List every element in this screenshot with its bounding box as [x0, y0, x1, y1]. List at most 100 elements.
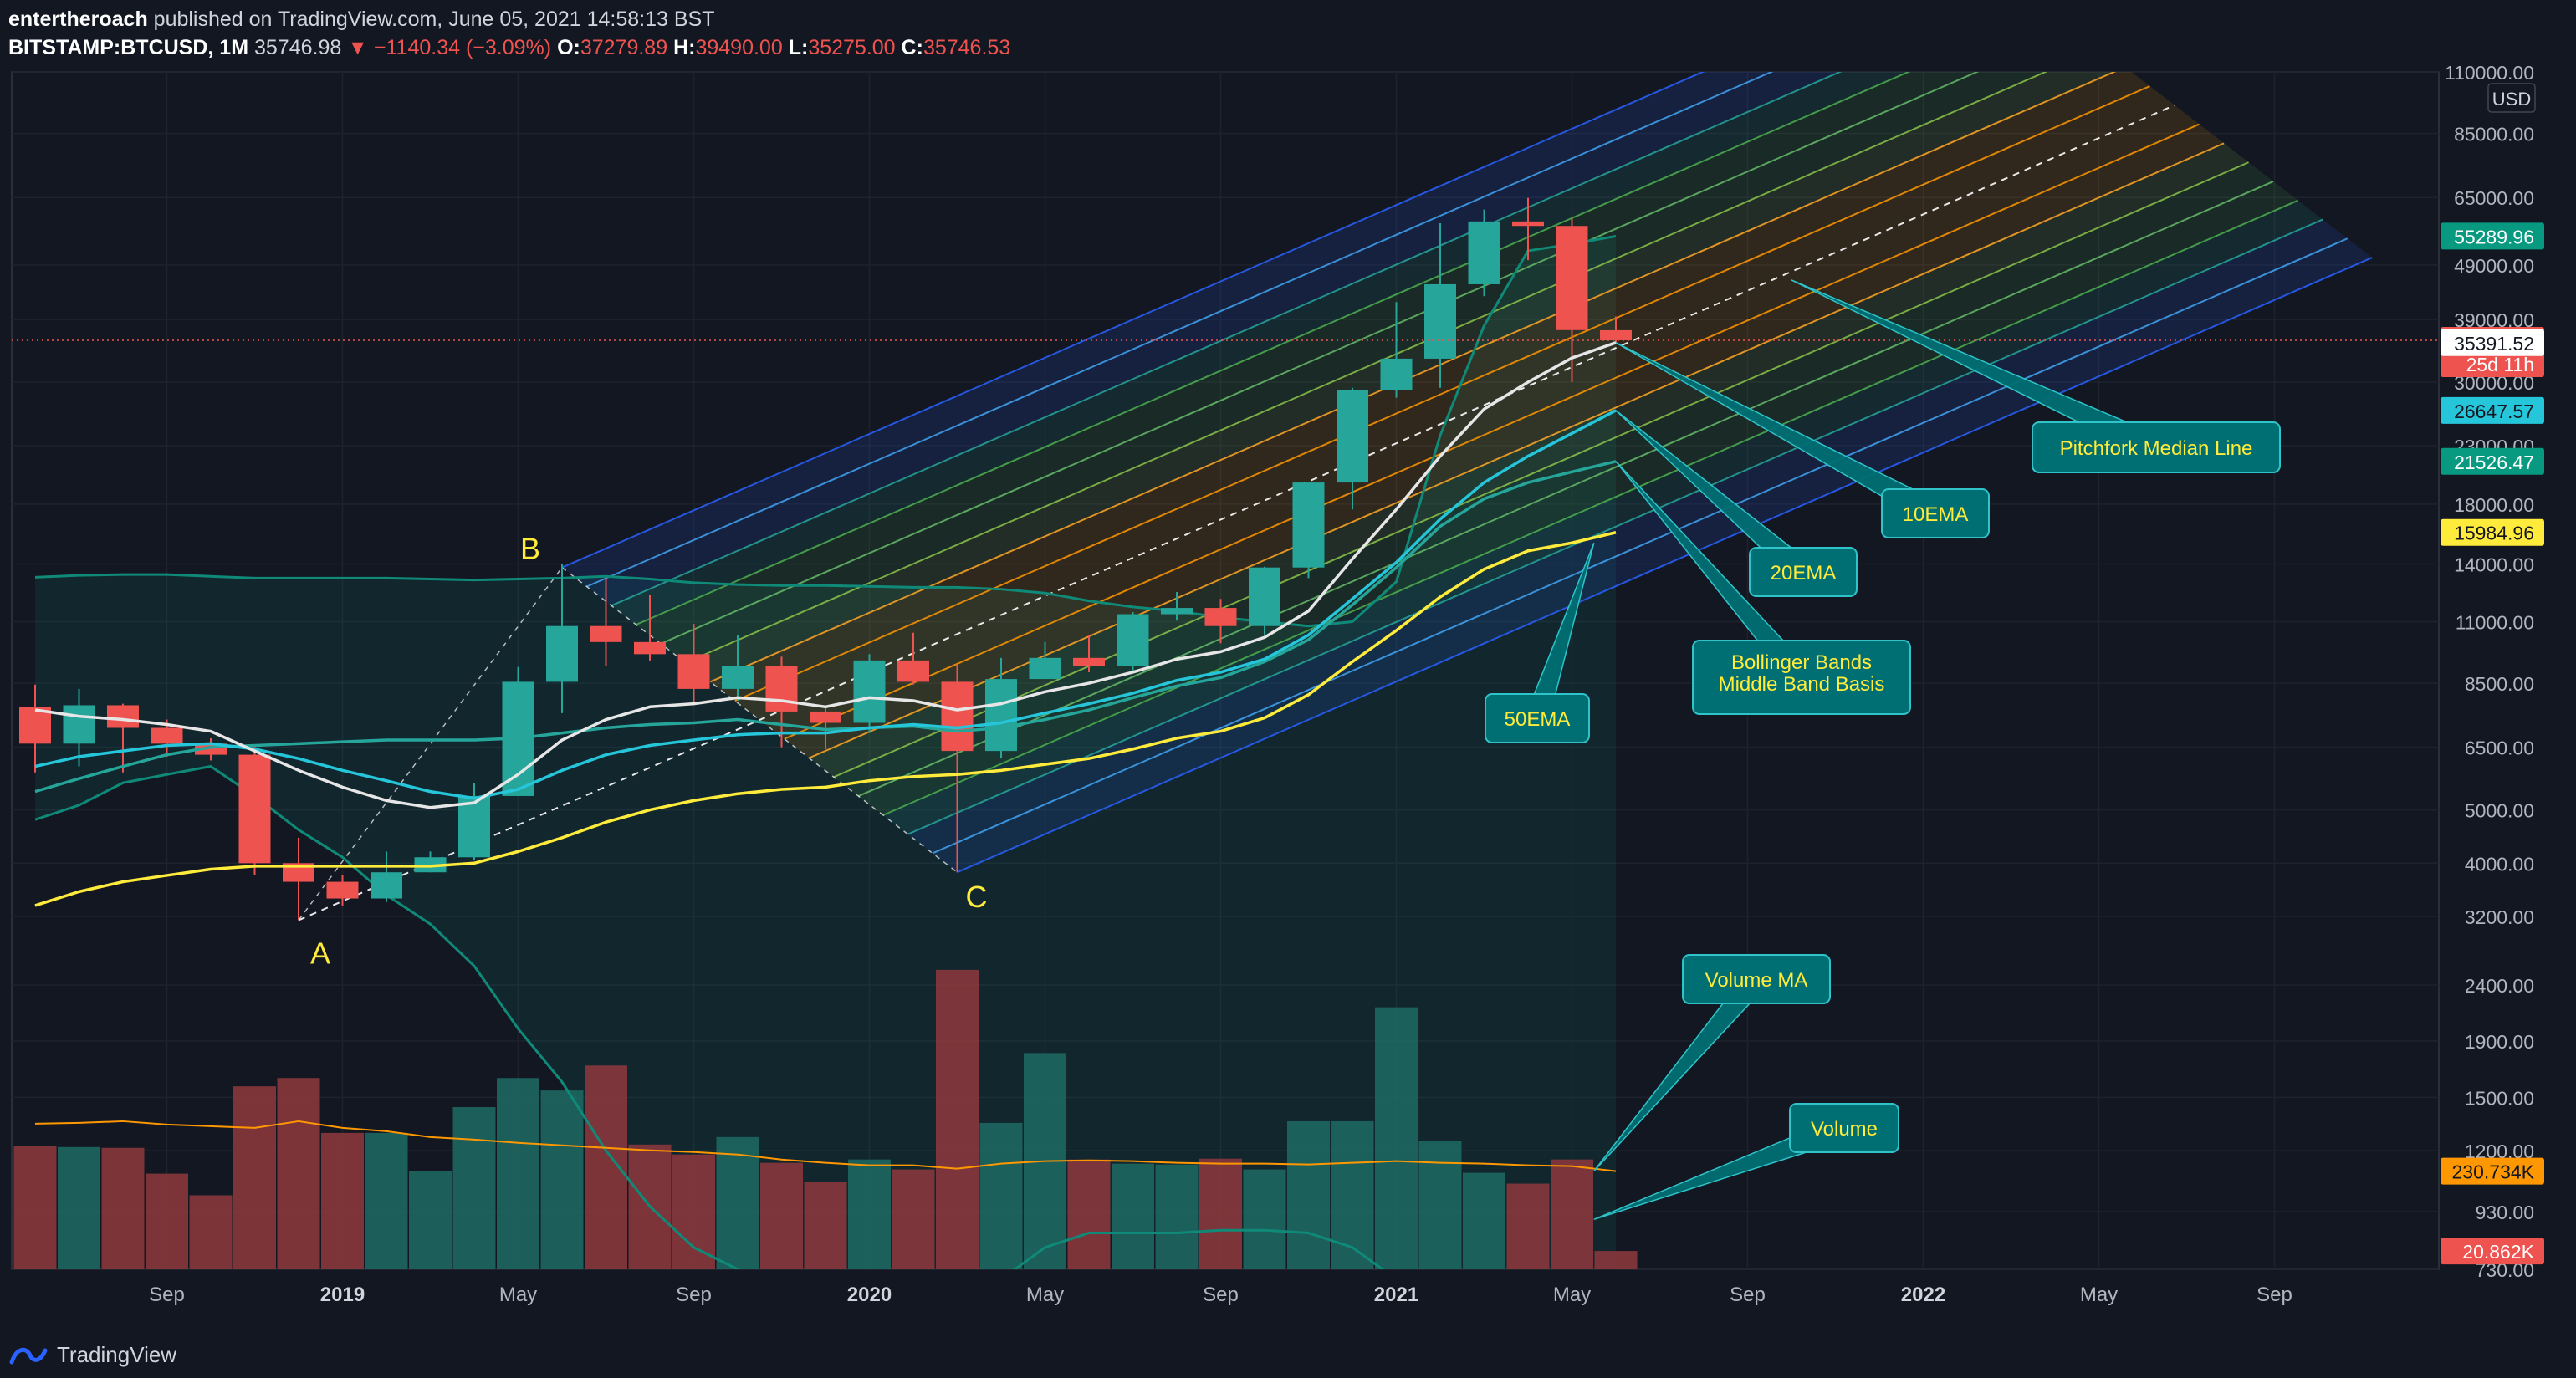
candle[interactable]	[238, 745, 271, 875]
candle[interactable]	[810, 705, 841, 749]
candle[interactable]	[1073, 635, 1105, 672]
candle[interactable]	[283, 837, 314, 921]
volume-bar[interactable]	[1463, 1172, 1505, 1269]
callout-pitchfork-median-line[interactable]: Pitchfork Median Line	[1791, 279, 2281, 473]
candle[interactable]	[590, 578, 622, 666]
ema50-line[interactable]	[34, 531, 1617, 907]
volume-bar[interactable]	[848, 1159, 891, 1269]
volume-ma-line[interactable]	[34, 1120, 1617, 1172]
candle[interactable]	[1600, 316, 1632, 344]
callout-10ema[interactable]: 10EMA	[1615, 342, 1990, 538]
author-name[interactable]: entertheroach	[8, 8, 148, 31]
volume-bar[interactable]	[1375, 1007, 1418, 1269]
candle[interactable]	[853, 654, 886, 733]
time-axis[interactable]: Sep 2019 May Sep 2020 May Sep 2021 May Sep 2022 May…	[149, 1284, 2292, 1306]
volume-bar[interactable]	[233, 1086, 276, 1269]
volume-bar[interactable]	[497, 1078, 539, 1269]
ema20-line[interactable]	[34, 409, 1617, 800]
volume-bar[interactable]	[101, 1147, 145, 1269]
callout-50ema[interactable]: 50EMA	[1485, 542, 1595, 743]
candle[interactable]	[1556, 218, 1588, 382]
callout-volume-ma[interactable]: Volume MA	[1593, 954, 1831, 1172]
brand-name[interactable]: TradingView	[57, 1342, 177, 1367]
bollinger-lower-line[interactable]	[34, 765, 1616, 1360]
volume-bar[interactable]	[540, 1090, 584, 1269]
volume-bar[interactable]	[1331, 1120, 1374, 1269]
volume-axis-label: 230.734K	[2441, 1157, 2544, 1185]
candle[interactable]	[634, 595, 666, 661]
volume-bar[interactable]	[409, 1171, 452, 1269]
pitchfork-point-a: A	[310, 937, 330, 971]
bollinger-basis-line[interactable]	[34, 460, 1617, 794]
volume-bar[interactable]	[585, 1065, 627, 1269]
candle[interactable]	[1337, 387, 1368, 510]
pitchfork-line	[857, 181, 2274, 798]
volume-bar[interactable]	[760, 1162, 803, 1269]
price-axis[interactable]: 730.00930.001200.001500.001900.002400.00…	[2441, 62, 2544, 1281]
volume-bar[interactable]	[979, 1122, 1023, 1269]
plot-area	[13, 0, 2373, 1360]
candle[interactable]	[1161, 592, 1193, 621]
volume-bar[interactable]	[1551, 1159, 1593, 1269]
volume-bar[interactable]	[1243, 1169, 1286, 1269]
candle[interactable]	[326, 875, 359, 906]
volume-bar[interactable]	[1418, 1141, 1462, 1269]
candle[interactable]	[1380, 302, 1413, 398]
callout-volume[interactable]: Volume	[1593, 1103, 1899, 1221]
volume-bar[interactable]	[892, 1169, 935, 1269]
candle[interactable]	[1292, 482, 1325, 579]
bollinger-upper-line[interactable]	[34, 234, 1617, 628]
volume-bar[interactable]	[277, 1078, 320, 1269]
volume-bar[interactable]	[1067, 1159, 1111, 1269]
callout-20ema[interactable]: 20EMA	[1615, 410, 1858, 597]
pitchfork-zone	[932, 238, 2373, 873]
candle[interactable]	[1468, 209, 1500, 297]
candle[interactable]	[371, 851, 402, 902]
candle[interactable]	[941, 664, 974, 873]
time-tick-label: May	[2080, 1284, 2118, 1306]
volume-bar[interactable]	[1112, 1163, 1154, 1269]
tradingview-logo-icon[interactable]	[8, 1344, 49, 1367]
volume-bar[interactable]	[1199, 1158, 1242, 1269]
candle[interactable]	[897, 632, 929, 685]
volume-bar[interactable]	[936, 969, 979, 1269]
volume-bar[interactable]	[804, 1182, 847, 1269]
pitchfork[interactable]	[298, 0, 2373, 921]
currency-badge[interactable]	[2487, 83, 2536, 113]
symbol-label[interactable]: BITSTAMP:BTCUSD, 1M	[8, 36, 249, 59]
volume-bar[interactable]	[672, 1154, 715, 1269]
volume-bar[interactable]	[321, 1132, 364, 1269]
candle[interactable]	[1424, 223, 1456, 388]
ema10-line[interactable]	[34, 341, 1617, 809]
candle[interactable]	[677, 624, 710, 706]
candle[interactable]	[458, 783, 490, 860]
volume-bar[interactable]	[365, 1132, 408, 1269]
volume-bar[interactable]	[13, 1146, 57, 1269]
price-tick-label: 5000.00	[2465, 800, 2534, 822]
candle[interactable]	[1204, 599, 1237, 644]
volume-bar[interactable]	[716, 1136, 759, 1269]
candle[interactable]	[63, 688, 95, 767]
volume-bar[interactable]	[1594, 1251, 1638, 1269]
volume-bar[interactable]	[146, 1173, 188, 1269]
volume-bar[interactable]	[1155, 1164, 1199, 1269]
candle[interactable]	[546, 564, 578, 713]
volume-bar[interactable]	[1506, 1183, 1550, 1269]
candle[interactable]	[1249, 566, 1280, 635]
currency-label: USD	[2492, 89, 2531, 110]
volume-bar[interactable]	[1287, 1120, 1330, 1269]
pitchfork-zone	[907, 219, 2348, 854]
candle[interactable]	[502, 666, 534, 796]
candle[interactable]	[722, 635, 754, 701]
time-tick-label: Sep	[1203, 1284, 1239, 1306]
candle[interactable]	[985, 657, 1017, 759]
candle[interactable]	[107, 703, 139, 773]
candle[interactable]	[1512, 197, 1544, 261]
volume-bar[interactable]	[58, 1146, 100, 1269]
volume-bar[interactable]	[452, 1107, 496, 1269]
volume-bar[interactable]	[189, 1195, 233, 1269]
candle[interactable]	[1117, 612, 1149, 671]
candle[interactable]	[1029, 641, 1061, 680]
